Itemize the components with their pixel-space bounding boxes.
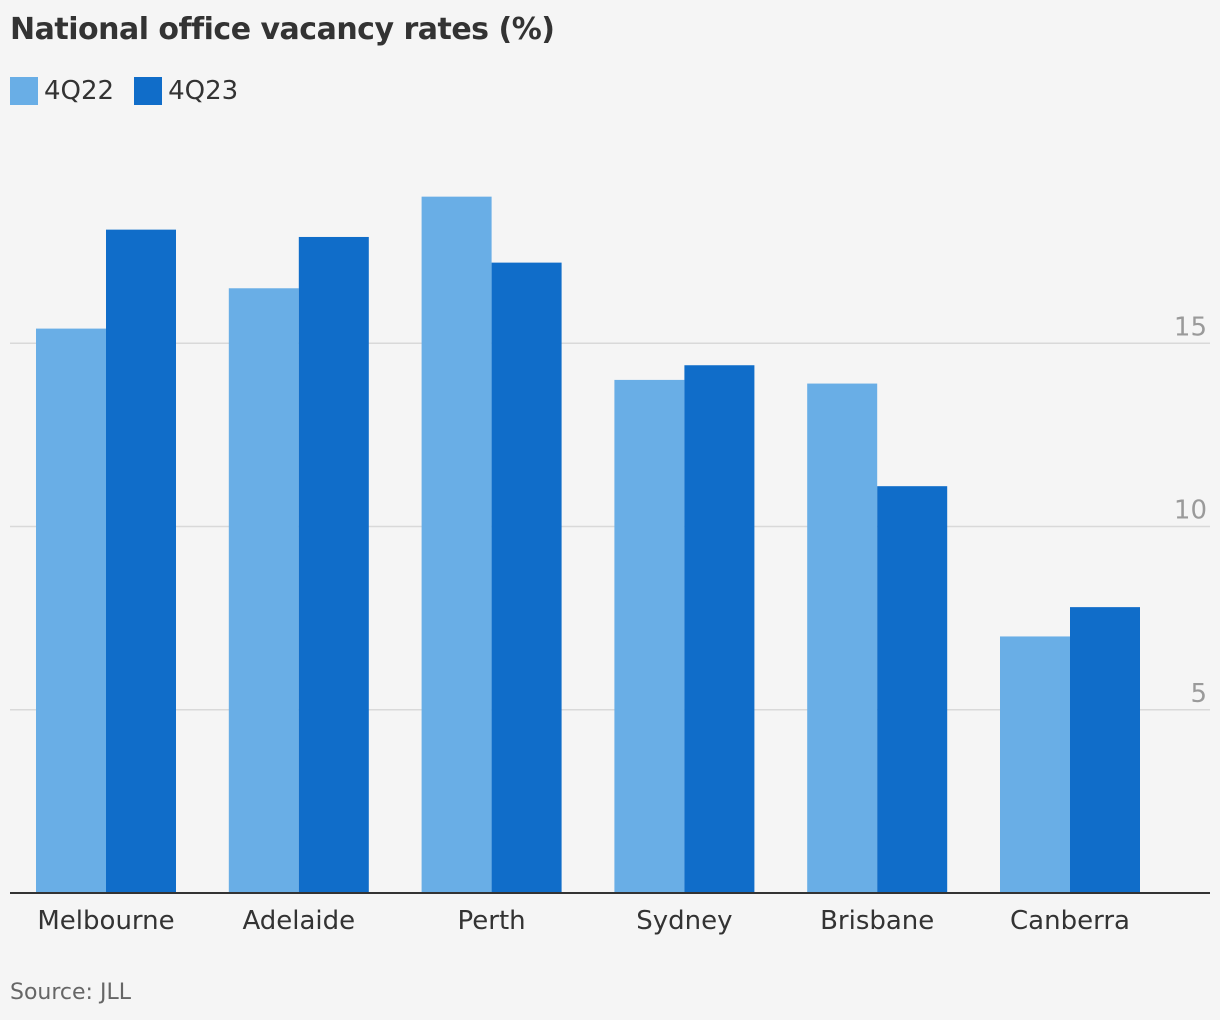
- x-tick-label-adelaide: Adelaide: [242, 906, 355, 936]
- legend-swatch-4q23: [134, 77, 163, 105]
- x-tick-label-brisbane: Brisbane: [820, 906, 934, 936]
- bar-4q23-sydney: [684, 365, 755, 893]
- bar-4q23-adelaide: [298, 236, 369, 894]
- bar-4q22-perth: [421, 196, 492, 893]
- bar-4q22-adelaide: [228, 288, 299, 893]
- legend-item-4q23: 4Q23: [134, 76, 238, 106]
- bar-4q23-brisbane: [877, 486, 948, 893]
- x-tick-label-melbourne: Melbourne: [37, 906, 174, 936]
- x-tick-label-canberra: Canberra: [1010, 906, 1130, 936]
- legend: 4Q22 4Q23: [10, 76, 258, 106]
- bar-4q23-melbourne: [106, 229, 176, 893]
- legend-swatch-4q22: [10, 77, 38, 105]
- x-tick-label-perth: Perth: [458, 906, 526, 936]
- chart-title: National office vacancy rates (%): [10, 12, 555, 47]
- legend-label-4q22: 4Q22: [44, 76, 115, 106]
- y-tick-label-15: 15: [1174, 312, 1207, 342]
- bar-4q22-melbourne: [36, 328, 106, 894]
- bar-4q23-perth: [491, 262, 562, 893]
- legend-item-4q22: 4Q22: [10, 76, 114, 106]
- source-note: Source: JLL: [10, 980, 131, 1005]
- bar-4q22-sydney: [614, 379, 685, 893]
- x-tick-label-sydney: Sydney: [636, 906, 732, 936]
- bar-4q22-canberra: [1000, 636, 1070, 893]
- bar-4q22-brisbane: [807, 383, 878, 893]
- bar-4q23-canberra: [1070, 607, 1140, 893]
- y-tick-label-10: 10: [1174, 496, 1207, 526]
- y-tick-label-5: 5: [1190, 679, 1207, 709]
- legend-label-4q23: 4Q23: [168, 76, 239, 106]
